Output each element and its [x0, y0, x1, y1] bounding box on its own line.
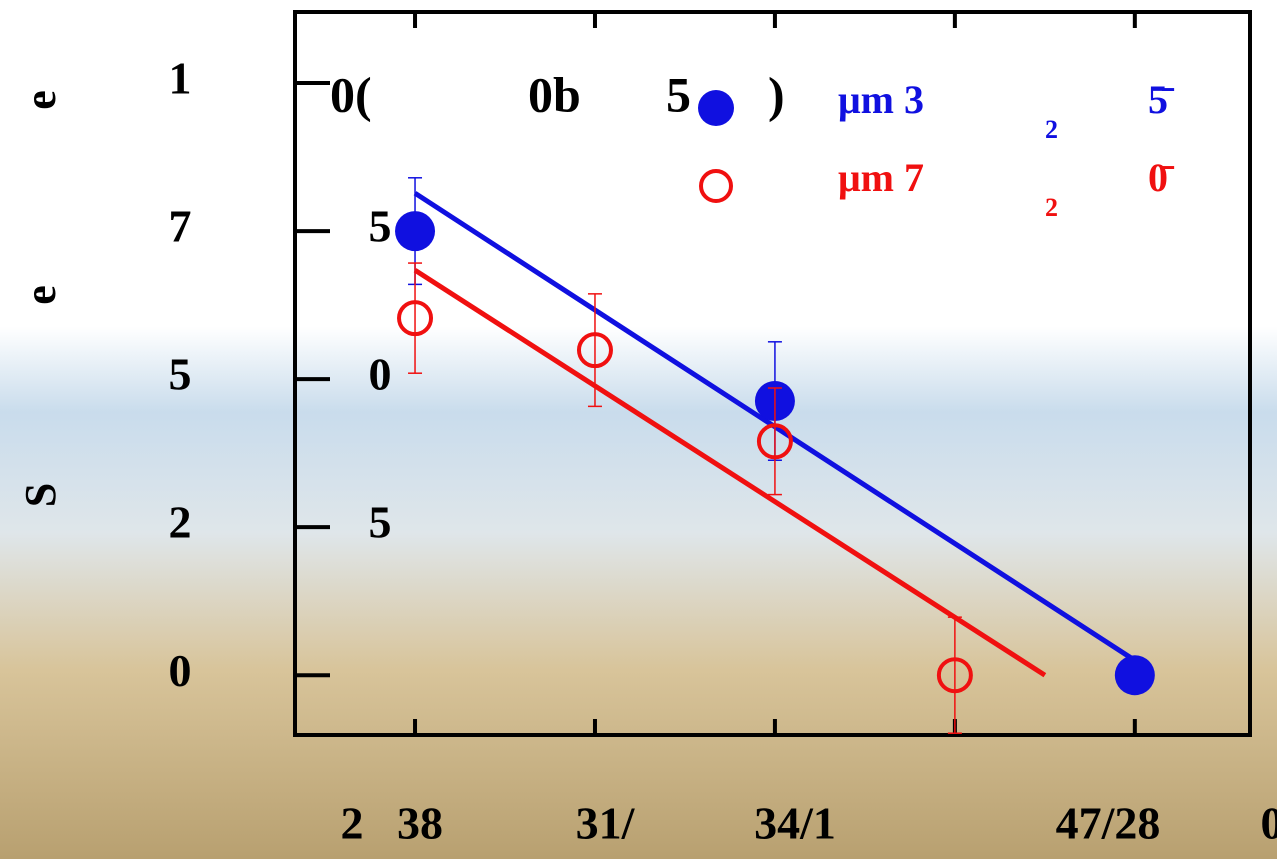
y-tick-label: 0 — [169, 645, 192, 696]
y-axis-label: e — [16, 285, 65, 305]
y-tick-label: 2 — [169, 497, 192, 548]
legend-marker — [698, 90, 734, 126]
x-label: 34/1 — [754, 798, 836, 849]
legend-label: μm 3 — [838, 77, 924, 122]
y-axis-label: e — [16, 90, 65, 110]
legend-sub: 2 — [1045, 115, 1058, 144]
x-label: 38 — [397, 798, 443, 849]
chart: 0(0b5)eeS0255075123831/34/147/280μm 325̄… — [0, 0, 1277, 859]
x-label: 47/28 — [1056, 798, 1161, 849]
x-label: 0 — [1261, 798, 1277, 849]
point — [1115, 655, 1155, 695]
title-part: 5 — [666, 66, 691, 122]
y-tick-label-inner: 5 — [369, 497, 392, 548]
y-tick-label: 1 — [169, 53, 192, 104]
background — [0, 0, 1277, 859]
y-axis-label: S — [16, 483, 65, 507]
x-label: 2 — [341, 798, 364, 849]
title-part: 0b — [528, 66, 581, 122]
y-tick-label-inner: 0 — [369, 349, 392, 400]
point — [395, 211, 435, 251]
legend-label: μm 7 — [838, 155, 924, 200]
title-part: 0( — [330, 66, 372, 122]
y-tick-label: 7 — [169, 201, 192, 252]
legend-sub: 2 — [1045, 193, 1058, 222]
x-label: 31/ — [576, 798, 636, 849]
y-tick-label-inner: 5 — [369, 201, 392, 252]
title-part: ) — [768, 66, 785, 122]
y-tick-label: 5 — [169, 349, 192, 400]
